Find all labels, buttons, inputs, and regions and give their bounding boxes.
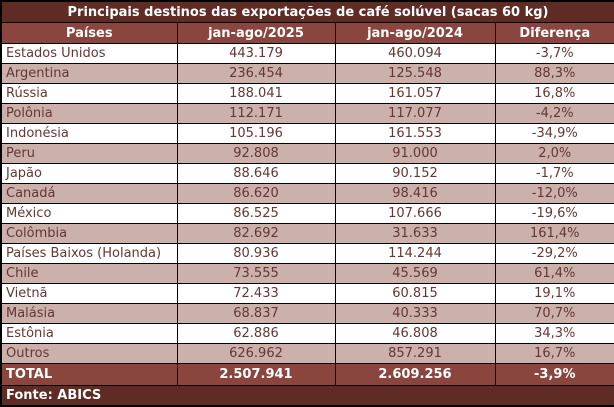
- diff-cell: -1,7%: [494, 163, 614, 184]
- title-row: Principais destinos das exportações de c…: [0, 0, 614, 23]
- total-diff: -3,9%: [494, 363, 614, 386]
- country-cell: Japão: [0, 163, 178, 184]
- diff-cell: 161,4%: [494, 223, 614, 244]
- table-body: Estados Unidos 443.179 460.094 -3,7% Argenti…: [0, 43, 614, 364]
- table-row: Colômbia 82.692 31.633 161,4%: [0, 223, 614, 244]
- value-2024-cell: 107.666: [334, 203, 496, 224]
- diff-cell: 34,3%: [494, 323, 614, 344]
- value-2025-cell: 236.454: [176, 63, 336, 84]
- table-row: Canadá 86.620 98.416 -12,0%: [0, 183, 614, 204]
- country-cell: Polônia: [0, 103, 178, 124]
- value-2025-cell: 86.620: [176, 183, 336, 204]
- source-row: Fonte: ABICS: [0, 385, 614, 407]
- value-2025-cell: 82.692: [176, 223, 336, 244]
- country-cell: Indonésia: [0, 123, 178, 144]
- value-2025-cell: 626.962: [176, 343, 336, 364]
- diff-cell: 88,3%: [494, 63, 614, 84]
- diff-cell: -4,2%: [494, 103, 614, 124]
- country-cell: Outros: [0, 343, 178, 364]
- country-cell: Rússia: [0, 83, 178, 104]
- table-row: Outros 626.962 857.291 16,7%: [0, 343, 614, 364]
- value-2024-cell: 117.077: [334, 103, 496, 124]
- diff-cell: 2,0%: [494, 143, 614, 164]
- value-2025-cell: 62.886: [176, 323, 336, 344]
- table-row: Japão 88.646 90.152 -1,7%: [0, 163, 614, 184]
- value-2025-cell: 112.171: [176, 103, 336, 124]
- value-2024-cell: 98.416: [334, 183, 496, 204]
- country-cell: Malásia: [0, 303, 178, 324]
- table-row: Países Baixos (Holanda) 80.936 114.244 -29,…: [0, 243, 614, 264]
- country-cell: Países Baixos (Holanda): [0, 243, 178, 264]
- diff-cell: 16,7%: [494, 343, 614, 364]
- col-header-paises: Países: [0, 22, 178, 44]
- country-cell: Estônia: [0, 323, 178, 344]
- value-2024-cell: 60.815: [334, 283, 496, 304]
- table-row: Argentina 236.454 125.548 88,3%: [0, 63, 614, 84]
- value-2024-cell: 40.333: [334, 303, 496, 324]
- value-2025-cell: 92.808: [176, 143, 336, 164]
- country-cell: Peru: [0, 143, 178, 164]
- table-title: Principais destinos das exportações de c…: [0, 0, 614, 23]
- value-2024-cell: 161.553: [334, 123, 496, 144]
- value-2025-cell: 105.196: [176, 123, 336, 144]
- value-2025-cell: 68.837: [176, 303, 336, 324]
- col-header-jan-ago-2024: jan-ago/2024: [334, 22, 496, 44]
- diff-cell: 19,1%: [494, 283, 614, 304]
- total-row: TOTAL 2.507.941 2.609.256 -3,9%: [0, 363, 614, 386]
- value-2025-cell: 72.433: [176, 283, 336, 304]
- diff-cell: -34,9%: [494, 123, 614, 144]
- total-value-2025: 2.507.941: [176, 363, 336, 386]
- diff-cell: 70,7%: [494, 303, 614, 324]
- table-row: Polônia 112.171 117.077 -4,2%: [0, 103, 614, 124]
- diff-cell: -19,6%: [494, 203, 614, 224]
- total-value-2024: 2.609.256: [334, 363, 496, 386]
- value-2025-cell: 188.041: [176, 83, 336, 104]
- country-cell: México: [0, 203, 178, 224]
- country-cell: Chile: [0, 263, 178, 284]
- value-2024-cell: 31.633: [334, 223, 496, 244]
- table-row: Rússia 188.041 161.057 16,8%: [0, 83, 614, 104]
- header-row: Países jan-ago/2025 jan-ago/2024 Diferen…: [0, 22, 614, 44]
- country-cell: Vietnã: [0, 283, 178, 304]
- table-row: Estônia 62.886 46.808 34,3%: [0, 323, 614, 344]
- value-2024-cell: 45.569: [334, 263, 496, 284]
- value-2024-cell: 114.244: [334, 243, 496, 264]
- value-2024-cell: 125.548: [334, 63, 496, 84]
- country-cell: Estados Unidos: [0, 43, 178, 64]
- table-row: Peru 92.808 91.000 2,0%: [0, 143, 614, 164]
- col-header-jan-ago-2025: jan-ago/2025: [176, 22, 336, 44]
- value-2025-cell: 443.179: [176, 43, 336, 64]
- table-row: Vietnã 72.433 60.815 19,1%: [0, 283, 614, 304]
- diff-cell: 16,8%: [494, 83, 614, 104]
- value-2024-cell: 91.000: [334, 143, 496, 164]
- value-2025-cell: 73.555: [176, 263, 336, 284]
- table-row: Indonésia 105.196 161.553 -34,9%: [0, 123, 614, 144]
- country-cell: Argentina: [0, 63, 178, 84]
- table-row: Malásia 68.837 40.333 70,7%: [0, 303, 614, 324]
- table-row: México 86.525 107.666 -19,6%: [0, 203, 614, 224]
- country-cell: Colômbia: [0, 223, 178, 244]
- col-header-diferenca: Diferença: [494, 22, 614, 44]
- diff-cell: -29,2%: [494, 243, 614, 264]
- diff-cell: -12,0%: [494, 183, 614, 204]
- value-2024-cell: 90.152: [334, 163, 496, 184]
- table-row: Chile 73.555 45.569 61,4%: [0, 263, 614, 284]
- value-2025-cell: 80.936: [176, 243, 336, 264]
- country-cell: Canadá: [0, 183, 178, 204]
- value-2024-cell: 460.094: [334, 43, 496, 64]
- diff-cell: -3,7%: [494, 43, 614, 64]
- value-2024-cell: 857.291: [334, 343, 496, 364]
- table-row: Estados Unidos 443.179 460.094 -3,7%: [0, 43, 614, 64]
- value-2025-cell: 86.525: [176, 203, 336, 224]
- value-2024-cell: 161.057: [334, 83, 496, 104]
- value-2025-cell: 88.646: [176, 163, 336, 184]
- diff-cell: 61,4%: [494, 263, 614, 284]
- total-label: TOTAL: [0, 363, 178, 386]
- value-2024-cell: 46.808: [334, 323, 496, 344]
- source-note: Fonte: ABICS: [0, 385, 614, 407]
